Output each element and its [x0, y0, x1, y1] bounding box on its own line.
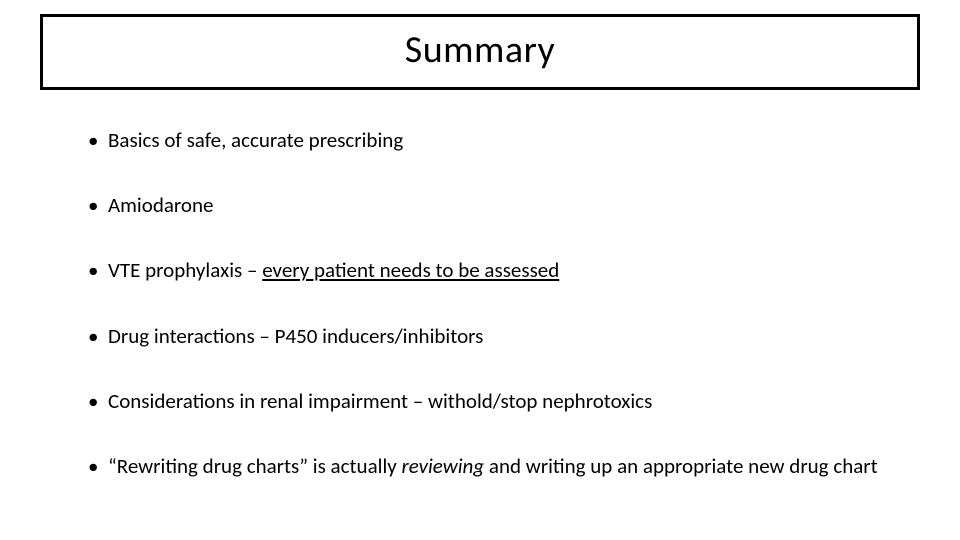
bullet-text: Basics of safe, accurate prescribing [108, 128, 920, 153]
bullet-text-pre: Considerations in renal impairment – wit… [108, 388, 652, 414]
bullet-text-pre: “Rewriting drug charts” is actually [108, 453, 402, 479]
bullet-marker-icon: • [88, 454, 108, 479]
bullet-text-underline: every patient needs to be assessed [262, 257, 559, 283]
bullet-text-italic: reviewing [402, 453, 485, 479]
slide-title: Summary [43, 27, 917, 73]
bullet-text: “Rewriting drug charts” is actually revi… [108, 454, 920, 479]
bullet-item: • Basics of safe, accurate prescribing [88, 128, 920, 153]
bullet-marker-icon: • [88, 389, 108, 414]
bullet-text-pre: Basics of safe, accurate prescribing [108, 127, 403, 153]
bullet-item: • Drug interactions – P450 inducers/inhi… [88, 324, 920, 349]
bullet-text-pre: Amiodarone [108, 192, 213, 218]
bullet-item: • “Rewriting drug charts” is actually re… [88, 454, 920, 479]
bullet-text: Drug interactions – P450 inducers/inhibi… [108, 324, 920, 349]
bullet-list: • Basics of safe, accurate prescribing •… [40, 128, 920, 479]
bullet-item: • Considerations in renal impairment – w… [88, 389, 920, 414]
slide: Summary • Basics of safe, accurate presc… [0, 0, 960, 540]
bullet-marker-icon: • [88, 258, 108, 283]
bullet-item: • Amiodarone [88, 193, 920, 218]
bullet-item: • VTE prophylaxis – every patient needs … [88, 258, 920, 283]
bullet-marker-icon: • [88, 128, 108, 153]
bullet-text: Amiodarone [108, 193, 920, 218]
bullet-text-post: and writing up an appropriate new drug c… [484, 453, 878, 479]
bullet-text: Considerations in renal impairment – wit… [108, 389, 920, 414]
title-box: Summary [40, 14, 920, 90]
bullet-text-pre: VTE prophylaxis – [108, 257, 262, 283]
bullet-text-pre: Drug interactions – P450 inducers/inhibi… [108, 323, 483, 349]
bullet-marker-icon: • [88, 324, 108, 349]
bullet-marker-icon: • [88, 193, 108, 218]
bullet-text: VTE prophylaxis – every patient needs to… [108, 258, 920, 283]
